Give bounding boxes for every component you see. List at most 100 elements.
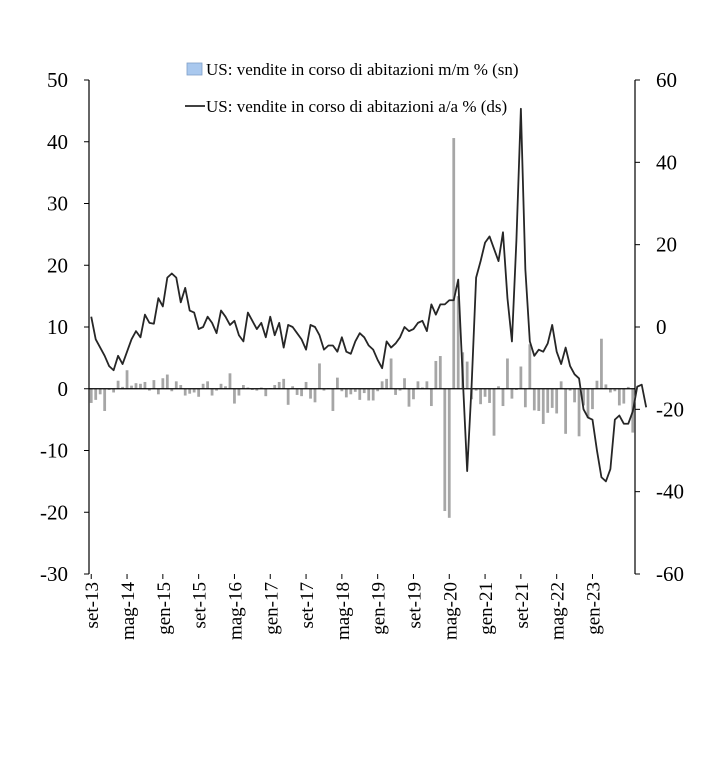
bar-mm	[434, 360, 438, 389]
bar-mm	[295, 388, 299, 395]
bar-mm	[165, 374, 169, 389]
bar-mm	[591, 388, 594, 410]
bar-mm	[309, 388, 312, 399]
bar-mm	[412, 388, 415, 400]
bar-mm	[564, 388, 568, 434]
left-tick-label: 0	[58, 377, 69, 401]
bar-mm	[259, 387, 263, 389]
bar-mm	[506, 358, 509, 389]
yoy-line	[90, 107, 648, 483]
bar-mm	[559, 381, 563, 389]
bar-mm	[349, 388, 353, 395]
bar-mm	[604, 384, 608, 389]
bar-mm	[479, 388, 482, 405]
bar-mm	[367, 388, 371, 401]
bar-mm	[385, 378, 388, 389]
bar-mm	[134, 383, 138, 389]
bar-mm	[313, 388, 317, 403]
bar-mm	[242, 385, 245, 389]
bar-mm	[255, 388, 259, 391]
bar-mm	[300, 388, 303, 397]
left-tick-label: -10	[40, 439, 68, 463]
right-tick-label: 60	[656, 68, 677, 92]
bar-mm	[573, 388, 576, 403]
bar-mm	[358, 388, 362, 400]
bar-mm	[407, 388, 411, 407]
bar-mm	[488, 388, 491, 403]
x-tick-label: set-21	[512, 582, 533, 628]
x-tick-label: mag-16	[225, 582, 246, 640]
x-tick-label: mag-20	[440, 582, 461, 640]
bar-mm	[586, 388, 590, 418]
x-axis-ticks: set-13 mag-14 gen-15 set-15 mag-16 gen-17 set-…	[82, 574, 604, 640]
bar-mm	[371, 388, 375, 401]
bar-mm	[174, 381, 178, 389]
bar-mm	[546, 388, 550, 413]
x-tick-label: mag-22	[548, 582, 569, 640]
right-axis-ticks: 60 40 20 0 -20 -40 -60	[635, 68, 684, 586]
bar-mm	[224, 386, 227, 389]
bar-mm	[528, 344, 532, 389]
bar-mm	[322, 388, 326, 391]
bar-mm	[376, 388, 380, 392]
bar-mm	[421, 387, 424, 389]
bar-mm	[291, 386, 295, 389]
right-tick-label: -60	[656, 562, 684, 586]
left-tick-label: -20	[40, 500, 68, 524]
bar-mm	[139, 383, 142, 389]
right-tick-label: -20	[656, 397, 684, 421]
right-tick-label: 0	[656, 315, 667, 339]
x-tick-label: set-13	[82, 582, 103, 628]
bar-mm	[148, 388, 151, 391]
bar-mm	[452, 138, 456, 389]
bar-mm	[416, 381, 420, 389]
bar-mm	[219, 383, 223, 389]
x-tick-label: set-17	[297, 582, 318, 628]
mm-bars	[89, 138, 635, 518]
bar-mm	[344, 388, 348, 398]
bar-mm	[103, 388, 107, 411]
bar-mm	[582, 388, 585, 406]
bar-mm	[183, 388, 187, 396]
bar-mm	[550, 388, 554, 408]
left-tick-label: 10	[47, 315, 68, 339]
bar-mm	[429, 388, 433, 407]
x-tick-label: gen-19	[369, 582, 390, 635]
left-tick-label: 50	[47, 68, 68, 92]
bar-mm	[389, 358, 393, 389]
bar-mm	[483, 388, 487, 397]
bar-mm	[130, 385, 133, 389]
legend-swatch-mm	[186, 62, 203, 76]
bar-mm	[125, 370, 129, 389]
left-tick-label: 20	[47, 253, 68, 277]
bar-mm	[537, 388, 541, 411]
x-tick-label: gen-15	[154, 582, 175, 635]
bar-mm	[497, 386, 500, 389]
bar-mm	[577, 388, 581, 437]
bar-mm	[541, 388, 545, 424]
x-tick-label: gen-17	[261, 582, 282, 635]
bar-mm	[112, 388, 115, 393]
bar-mm	[143, 381, 147, 389]
bar-mm	[336, 377, 339, 389]
bar-mm	[179, 385, 183, 389]
bar-mm	[443, 388, 447, 512]
x-tick-label: set-15	[190, 582, 211, 628]
bar-mm	[98, 388, 102, 395]
bar-mm	[121, 386, 124, 389]
x-tick-label: gen-23	[583, 582, 604, 635]
bar-mm	[192, 388, 196, 393]
bar-mm	[510, 388, 514, 399]
left-tick-label: 40	[47, 130, 68, 154]
right-tick-label: 20	[656, 233, 677, 257]
bar-mm	[438, 356, 442, 389]
bar-mm	[215, 388, 218, 391]
bar-mm	[206, 381, 209, 389]
bar-mm	[595, 380, 599, 389]
bar-mm	[277, 381, 281, 389]
bar-mm	[228, 373, 232, 389]
bar-mm	[555, 388, 559, 414]
right-tick-label: -40	[656, 480, 684, 504]
bar-mm	[617, 388, 621, 406]
